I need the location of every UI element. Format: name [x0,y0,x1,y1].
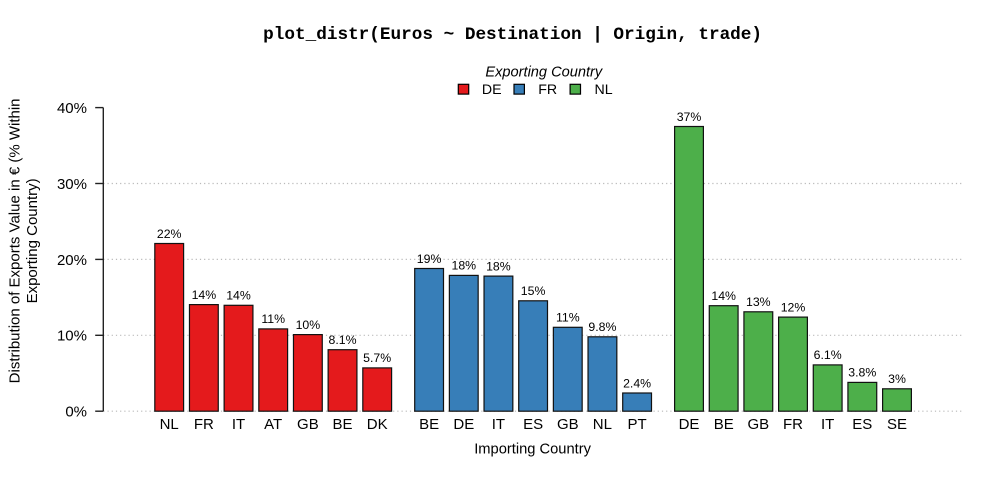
svg-text:10%: 10% [57,328,87,345]
svg-text:GB: GB [297,416,319,433]
svg-text:DE: DE [679,416,700,433]
svg-text:14%: 14% [226,289,251,303]
svg-text:5.7%: 5.7% [363,351,391,365]
svg-text:2.4%: 2.4% [623,376,651,390]
svg-text:Exporting Country): Exporting Country) [24,178,41,303]
svg-text:3.8%: 3.8% [848,366,876,380]
svg-text:14%: 14% [711,289,736,303]
svg-text:9.8%: 9.8% [588,320,616,334]
svg-text:NL: NL [593,416,612,433]
svg-text:18%: 18% [451,259,476,273]
svg-text:FR: FR [783,416,803,433]
svg-text:22%: 22% [157,227,182,241]
svg-text:Exporting Country: Exporting Country [485,65,604,81]
svg-text:IT: IT [232,416,245,433]
svg-text:3%: 3% [888,372,906,386]
svg-text:20%: 20% [57,252,87,269]
svg-text:GB: GB [747,416,769,433]
svg-text:FR: FR [538,82,557,98]
svg-text:8.1%: 8.1% [328,333,356,347]
svg-text:ES: ES [523,416,543,433]
svg-text:15%: 15% [521,284,546,298]
svg-text:FR: FR [194,416,214,433]
svg-text:30%: 30% [57,176,87,193]
svg-text:0%: 0% [65,404,87,421]
svg-text:GB: GB [557,416,579,433]
svg-text:12%: 12% [781,300,806,314]
svg-text:BE: BE [332,416,352,433]
svg-text:BE: BE [714,416,734,433]
svg-text:ES: ES [852,416,872,433]
svg-text:SE: SE [887,416,907,433]
svg-text:DE: DE [482,82,502,98]
svg-text:NL: NL [595,82,613,98]
svg-text:14%: 14% [192,288,217,302]
svg-text:6.1%: 6.1% [814,348,842,362]
svg-text:13%: 13% [746,295,771,309]
svg-text:BE: BE [419,416,439,433]
svg-text:Importing Country: Importing Country [474,442,591,458]
svg-text:19%: 19% [417,252,442,266]
svg-text:11%: 11% [261,312,285,326]
svg-text:plot_distr(Euros ~ Destination: plot_distr(Euros ~ Destination | Origin,… [263,25,762,45]
svg-text:IT: IT [492,416,505,433]
svg-text:DE: DE [453,416,474,433]
svg-text:PT: PT [628,416,647,433]
svg-text:10%: 10% [296,318,321,332]
svg-text:40%: 40% [57,100,87,117]
svg-text:NL: NL [160,416,179,433]
svg-text:18%: 18% [486,259,511,273]
svg-text:Distribution of Exports Value: Distribution of Exports Value in € (% Wi… [7,98,24,383]
svg-text:11%: 11% [556,311,580,325]
svg-text:AT: AT [264,416,282,433]
svg-text:IT: IT [821,416,834,433]
svg-text:37%: 37% [677,110,702,124]
svg-text:DK: DK [367,416,388,433]
